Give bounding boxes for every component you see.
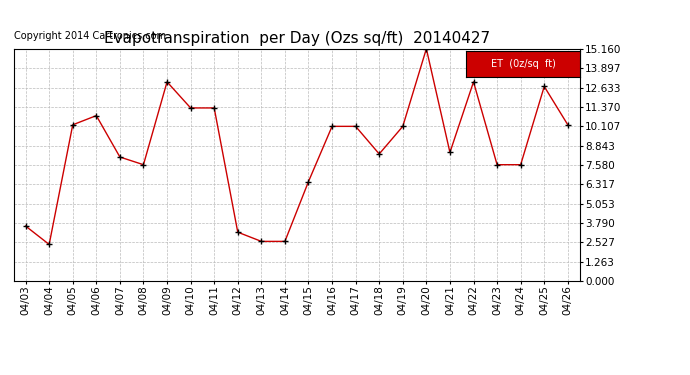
Text: Copyright 2014 Cartronics.com: Copyright 2014 Cartronics.com	[14, 32, 166, 41]
Title: Evapotranspiration  per Day (Ozs sq/ft)  20140427: Evapotranspiration per Day (Ozs sq/ft) 2…	[104, 31, 490, 46]
